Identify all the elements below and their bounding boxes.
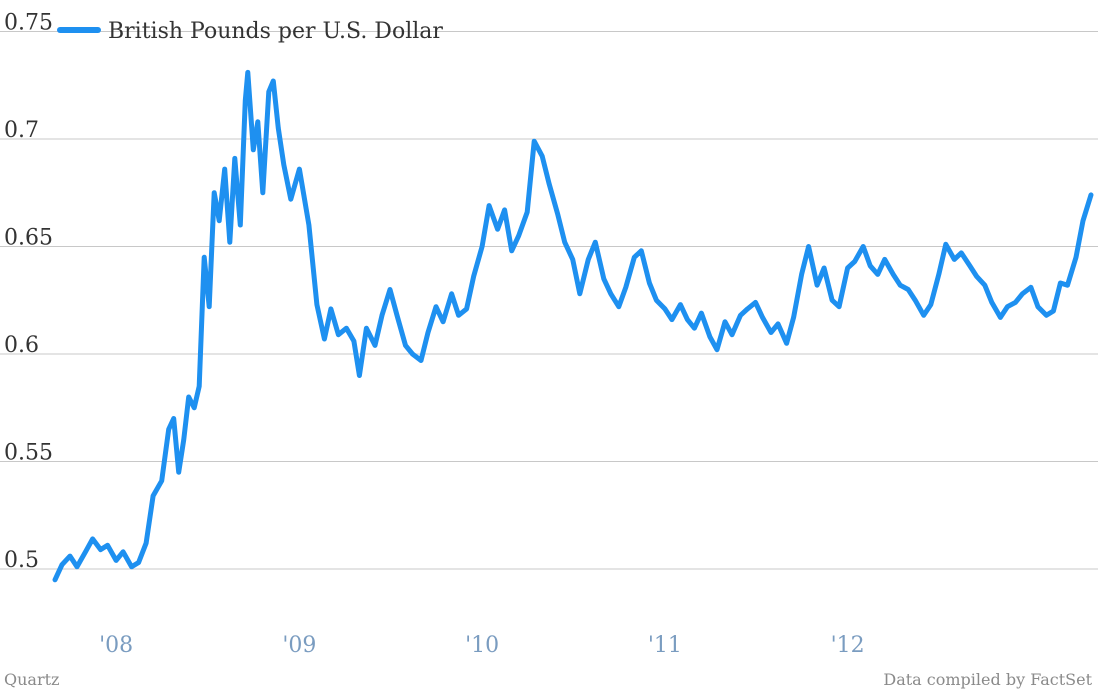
y-tick-label: 0.65 xyxy=(4,226,53,251)
legend: British Pounds per U.S. Dollar xyxy=(57,19,443,44)
gridlines xyxy=(0,31,1098,570)
x-tick-label: '12 xyxy=(831,633,865,658)
x-axis-ticks: '08 '09 '10 '11 '12 xyxy=(99,633,865,658)
series-lines xyxy=(52,69,1094,583)
y-axis-ticks: 0.5 0.55 0.6 0.65 0.7 0.75 xyxy=(4,11,53,574)
legend-label: British Pounds per U.S. Dollar xyxy=(108,19,443,44)
y-tick-label: 0.6 xyxy=(4,333,39,358)
x-tick-label: '10 xyxy=(465,633,499,658)
x-tick-label: '08 xyxy=(99,633,133,658)
y-tick-label: 0.75 xyxy=(4,11,53,36)
source-label: Data compiled by FactSet xyxy=(883,670,1092,689)
x-tick-label: '09 xyxy=(282,633,316,658)
y-tick-label: 0.55 xyxy=(4,441,53,466)
y-tick-label: 0.7 xyxy=(4,118,39,143)
credit-label: Quartz xyxy=(4,670,60,689)
x-tick-label: '11 xyxy=(648,633,682,658)
y-tick-label: 0.5 xyxy=(4,548,39,573)
series-line xyxy=(52,69,1094,583)
